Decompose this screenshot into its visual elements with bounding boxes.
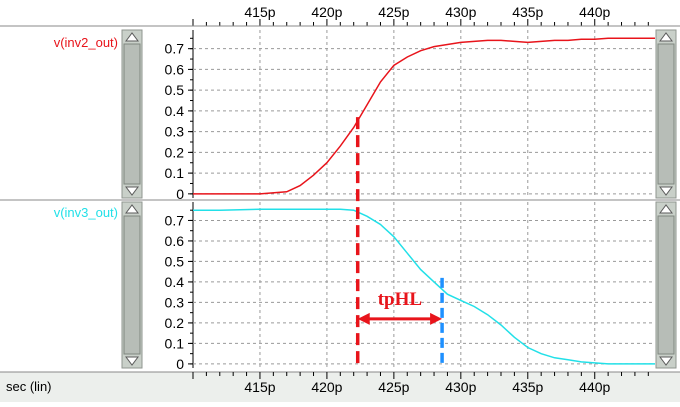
panel-inv2-right-scroll-up-icon[interactable] (659, 32, 673, 42)
y-tick-label: 0.4 (165, 274, 185, 290)
y-tick-label: 0.6 (165, 61, 185, 77)
y-tick-label: 0.4 (165, 103, 185, 119)
y-tick-label: 0.5 (165, 82, 185, 98)
top-tick-label: 420p (311, 4, 342, 20)
bottom-tick-label: 435p (512, 379, 543, 395)
top-tick-label: 425p (378, 4, 409, 20)
y-tick-label: 0.1 (165, 165, 185, 181)
panel-inv3-series (193, 208, 655, 365)
panel-inv3-right-scroll-up-icon[interactable] (659, 204, 673, 214)
panel-inv3-scrollbar-thumb[interactable] (123, 215, 141, 355)
y-tick-label: 0.6 (165, 233, 185, 249)
panel-inv3-right-scrollbar-thumb[interactable] (657, 215, 675, 355)
top-tick-label: 415p (244, 4, 275, 20)
panel-inv3-scroll-up-icon[interactable] (125, 204, 139, 214)
panel-inv2-scroll-up-icon[interactable] (125, 32, 139, 42)
tphl-arrowhead-left-icon (357, 312, 370, 325)
top-tick-label: 430p (445, 4, 476, 20)
panel-inv2-scroll-down-icon[interactable] (125, 186, 139, 196)
y-tick-label: 0.3 (165, 294, 185, 310)
signal-name-inv3[interactable]: v(inv3_out) (54, 205, 118, 220)
panel-inv2-grid (193, 30, 655, 198)
signal-name-inv2[interactable]: v(inv2_out) (54, 35, 118, 50)
bottom-axis-label: sec (lin) (6, 379, 52, 394)
panel-inv3: v(inv3_out) 0 0.1 0.2 0.3 0.4 0.5 0.6 0.7 (54, 201, 677, 372)
top-time-axis: 415p 420p 425p 430p 435p 440p (192, 4, 649, 26)
panel-inv2-scrollbar[interactable] (121, 29, 143, 199)
bottom-tick-label: 430p (445, 379, 476, 395)
y-tick-label: 0.7 (165, 41, 185, 57)
bottom-tick-label: 420p (311, 379, 342, 395)
y-tick-label: 0.2 (165, 144, 185, 160)
panel-inv3-scroll-down-icon[interactable] (125, 356, 139, 366)
bottom-tick-label: 440p (579, 379, 610, 395)
panel-inv2-y-axis: 0 0.1 0.2 0.3 0.4 0.5 0.6 0.7 (165, 30, 194, 202)
y-tick-label: 0 (176, 186, 184, 202)
series-line (193, 208, 655, 365)
bottom-time-axis: 415p 420p 425p 430p 435p 440p (192, 372, 649, 395)
top-tick-label: 435p (512, 4, 543, 20)
top-tick-label: 440p (579, 4, 610, 20)
bottom-tick-label: 415p (244, 379, 275, 395)
panel-inv2-right-scroll-down-icon[interactable] (659, 186, 673, 196)
y-tick-label: 0.7 (165, 212, 185, 228)
tphl-annotation: tpHL (355, 117, 444, 368)
panel-inv3-right-scroll-down-icon[interactable] (659, 356, 673, 366)
y-tick-label: 0.3 (165, 124, 185, 140)
bottom-tick-label: 425p (378, 379, 409, 395)
tphl-arrowhead-right-icon (430, 312, 443, 325)
panel-inv3-y-axis: 0 0.1 0.2 0.3 0.4 0.5 0.6 0.7 (165, 202, 194, 372)
y-tick-label: 0.2 (165, 315, 185, 331)
series-line (193, 37, 655, 195)
bottom-axis-bar (0, 372, 680, 402)
y-tick-label: 0 (176, 356, 184, 372)
panel-inv3-grid (193, 202, 655, 368)
panel-inv2-series (193, 37, 655, 195)
panel-inv2-scrollbar-thumb[interactable] (123, 43, 141, 185)
panel-inv2-right-scrollbar-thumb[interactable] (657, 43, 675, 185)
panel-inv3-scrollbar[interactable] (121, 201, 143, 369)
panel-inv3-right-scrollbar[interactable] (655, 201, 677, 369)
y-tick-label: 0.1 (165, 335, 185, 351)
y-tick-label: 0.5 (165, 253, 185, 269)
tphl-label: tpHL (378, 289, 422, 310)
panel-inv2-right-scrollbar[interactable] (655, 29, 677, 199)
panel-inv2: v(inv2_out) 0 0.1 0.2 0.3 0.4 0.5 0.6 0.7 (54, 29, 677, 202)
